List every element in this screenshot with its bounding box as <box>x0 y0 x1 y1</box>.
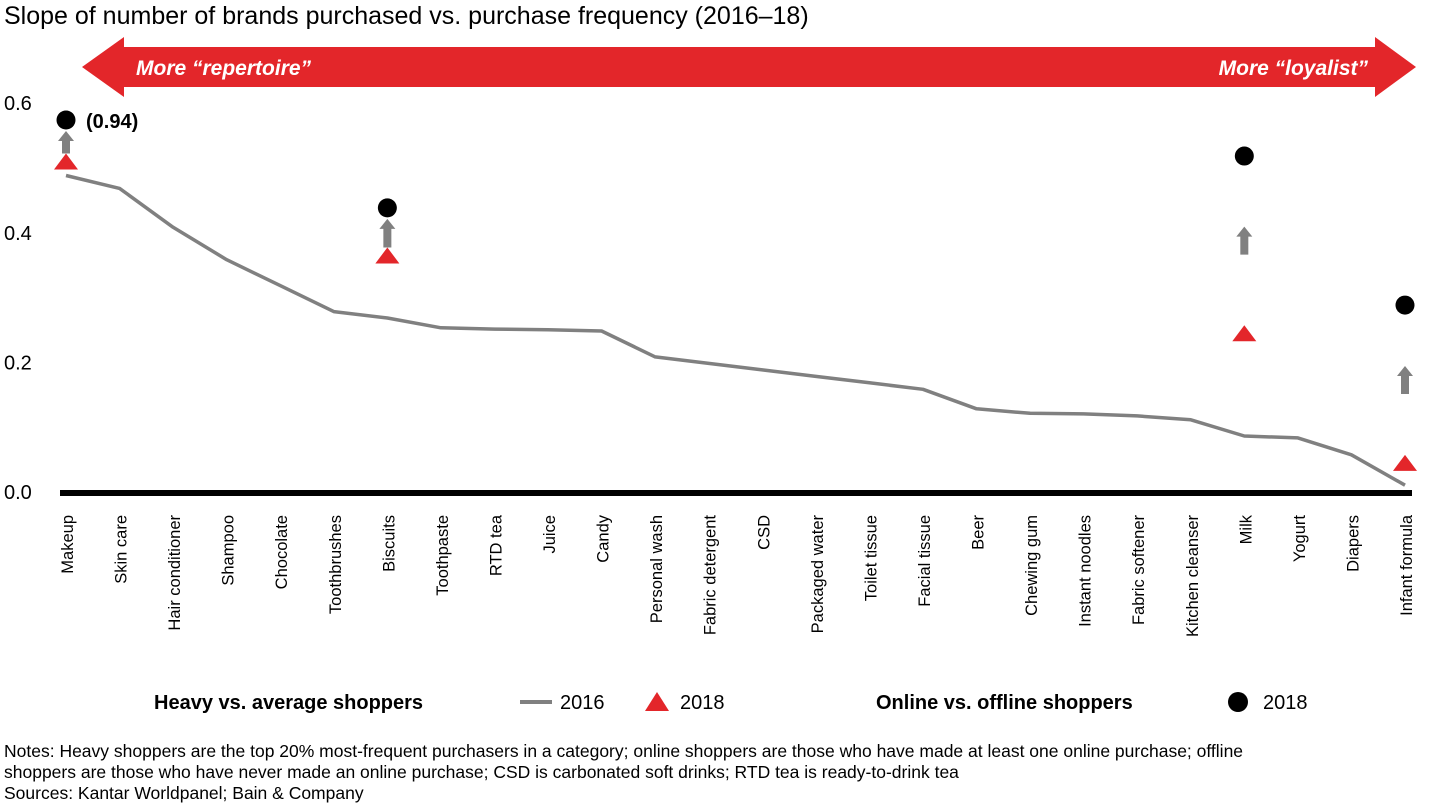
x-tick-label: Milk <box>1237 514 1255 544</box>
notes-line-1: Notes: Heavy shoppers are the top 20% mo… <box>4 741 1244 761</box>
legend-online-2018-label: 2018 <box>1263 692 1308 714</box>
y-tick-label: 0.4 <box>4 223 32 245</box>
x-tick-label: Instant noodles <box>1077 515 1095 627</box>
legend-2018-label: 2018 <box>680 692 725 714</box>
x-tick-label: Skin care <box>113 515 131 584</box>
x-tick-label: Toilet tissue <box>862 515 880 601</box>
triangle-2018-marker <box>1393 454 1417 471</box>
x-tick-label: Makeup <box>59 515 77 574</box>
legend-group-online-title: Online vs. offline shoppers <box>876 692 1133 714</box>
x-tick-label: Infant formula <box>1398 514 1416 616</box>
change-arrow-icon <box>1236 226 1253 255</box>
x-tick-label: Fabric softener <box>1130 514 1148 625</box>
direction-arrow: More “repertoire” More “loyalist” <box>82 37 1416 97</box>
change-arrow-icon <box>58 131 74 154</box>
x-tick-label: Facial tissue <box>916 515 934 607</box>
x-tick-label: Toothbrushes <box>327 515 345 614</box>
triangle-2018-marker <box>1232 325 1257 342</box>
x-tick-label: RTD tea <box>487 514 505 576</box>
legend-2016-label: 2016 <box>560 692 605 714</box>
chart: More “repertoire” More “loyalist” 0.00.20… <box>4 37 1417 714</box>
triangle-2018-marker <box>375 247 400 264</box>
legend-triangle-2018-swatch <box>645 692 669 711</box>
circle-2018-marker <box>1234 146 1254 166</box>
x-tick-label: Chocolate <box>273 515 291 589</box>
sources: Sources: Kantar Worldpanel; Bain & Compa… <box>4 783 364 803</box>
notes: Notes: Heavy shoppers are the top 20% mo… <box>4 741 1434 804</box>
x-tick-label: Chewing gum <box>1023 515 1041 616</box>
x-tick-label: Shampoo <box>220 515 238 586</box>
x-tick-label: Personal wash <box>648 515 666 623</box>
legend: Heavy vs. average shoppers 2016 2018 Online… <box>154 692 1308 714</box>
x-tick-label: Yogurt <box>1291 515 1309 563</box>
x-tick-label: Packaged water <box>809 515 827 634</box>
chart-title: Slope of number of brands purchased vs. … <box>4 2 809 30</box>
y-tick-label: 0.0 <box>4 482 32 504</box>
circle-2018-marker <box>56 110 76 130</box>
y-axis: 0.0 0.2 0.4 0.6 <box>4 93 32 504</box>
change-arrow-icon <box>1397 365 1413 394</box>
series-2016-line <box>65 173 1406 487</box>
triangle-2018-marker <box>54 153 78 170</box>
x-tick-label: Kitchen cleanser <box>1184 515 1202 637</box>
x-tick-label: Diapers <box>1344 515 1362 572</box>
direction-arrow-shape <box>82 37 1416 97</box>
circle-2018-marker <box>1395 295 1415 315</box>
x-tick-label: Beer <box>970 515 988 550</box>
legend-circle-2018-swatch <box>1228 692 1248 712</box>
off-scale-value-label: (0.94) <box>86 111 138 133</box>
notes-line-2: shoppers are those who have never made a… <box>4 762 959 782</box>
arrow-label-loyalist: More “loyalist” <box>1219 57 1369 80</box>
arrow-label-repertoire: More “repertoire” <box>136 57 312 80</box>
legend-group-heavy-title: Heavy vs. average shoppers <box>154 692 423 714</box>
circle-2018-marker <box>377 198 397 218</box>
x-axis: Makeup Skin care Hair conditioner Shampoo Ch… <box>59 490 1416 637</box>
x-tick-label: CSD <box>755 515 773 550</box>
x-tick-label: Candy <box>595 514 613 562</box>
line-2016 <box>65 173 1406 487</box>
x-tick-label: Hair conditioner <box>166 515 184 631</box>
x-tick-label: Biscuits <box>380 515 398 572</box>
x-tick-label: Fabric detergent <box>702 515 720 636</box>
series-2018-marks: (0.94) <box>54 110 1417 471</box>
change-arrow-icon <box>379 218 396 248</box>
x-tick-label: Toothpaste <box>434 515 452 596</box>
y-tick-label: 0.6 <box>4 93 32 115</box>
y-tick-label: 0.2 <box>4 352 32 374</box>
x-tick-label: Juice <box>541 515 559 554</box>
